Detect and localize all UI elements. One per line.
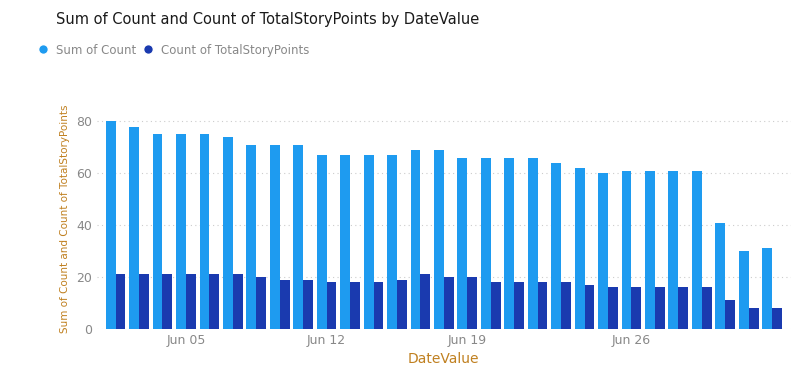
Bar — [374, 282, 383, 329]
Bar — [702, 288, 712, 329]
Bar — [679, 288, 688, 329]
Bar — [668, 171, 679, 329]
Y-axis label: Sum of Count and Count of TotalStoryPoints: Sum of Count and Count of TotalStoryPoin… — [61, 104, 70, 333]
Bar — [223, 137, 233, 329]
Bar — [504, 158, 514, 329]
Legend: Sum of Count, Count of TotalStoryPoints: Sum of Count, Count of TotalStoryPoints — [40, 44, 309, 57]
Bar — [715, 223, 725, 329]
Bar — [481, 158, 491, 329]
Bar — [725, 300, 735, 329]
Bar — [364, 155, 374, 329]
Bar — [692, 171, 702, 329]
Bar — [209, 274, 220, 329]
Bar — [458, 158, 467, 329]
Bar — [350, 282, 360, 329]
Bar — [491, 282, 500, 329]
Bar — [420, 274, 430, 329]
Text: Sum of Count and Count of TotalStoryPoints by DateValue: Sum of Count and Count of TotalStoryPoin… — [56, 12, 479, 27]
Bar — [444, 277, 454, 329]
Bar — [434, 150, 444, 329]
Bar — [139, 274, 148, 329]
Bar — [514, 282, 524, 329]
Bar — [162, 274, 173, 329]
Bar — [397, 280, 407, 329]
Bar — [467, 277, 477, 329]
Bar — [270, 145, 280, 329]
Bar — [654, 288, 665, 329]
Bar — [575, 168, 584, 329]
Bar — [387, 155, 397, 329]
Bar — [341, 155, 350, 329]
Bar — [115, 274, 125, 329]
Bar — [186, 274, 196, 329]
Bar — [608, 288, 618, 329]
Bar — [317, 155, 327, 329]
Bar — [772, 308, 782, 329]
Bar — [645, 171, 654, 329]
Bar — [763, 248, 772, 329]
Bar — [280, 280, 290, 329]
Bar — [738, 251, 749, 329]
Bar — [129, 127, 139, 329]
Bar — [293, 145, 303, 329]
Bar — [621, 171, 631, 329]
Bar — [598, 173, 608, 329]
Bar — [631, 288, 642, 329]
Bar — [246, 145, 257, 329]
Bar — [233, 274, 243, 329]
Bar — [528, 158, 537, 329]
Bar — [153, 134, 162, 329]
Bar — [303, 280, 313, 329]
Bar — [584, 285, 595, 329]
Bar — [327, 282, 337, 329]
Bar — [106, 122, 115, 329]
Bar — [411, 150, 420, 329]
X-axis label: DateValue: DateValue — [408, 353, 479, 366]
Bar — [537, 282, 547, 329]
Bar — [749, 308, 759, 329]
Bar — [199, 134, 209, 329]
Bar — [176, 134, 186, 329]
Bar — [561, 282, 571, 329]
Bar — [551, 163, 561, 329]
Bar — [257, 277, 266, 329]
